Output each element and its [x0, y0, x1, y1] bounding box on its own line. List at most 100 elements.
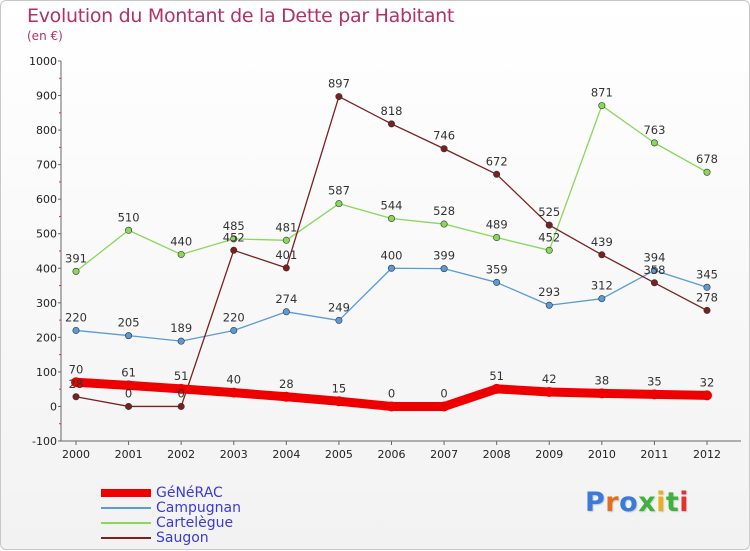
data-label: 489 — [486, 218, 508, 232]
data-label: 0 — [388, 386, 395, 400]
data-point — [545, 221, 553, 229]
data-label: 439 — [591, 235, 613, 249]
y-tick-label: 800 — [36, 124, 57, 137]
legend-swatch — [101, 536, 151, 539]
data-point — [702, 390, 712, 401]
data-labels: 70 61 51 40 28 15 0 0 51 42 38 35 32 220 205 189 220 274 2… — [65, 77, 718, 401]
logo-letter: i — [679, 487, 690, 518]
x-tick-label: 2005 — [325, 448, 353, 461]
data-label: 345 — [696, 267, 718, 281]
data-label: 452 — [538, 230, 560, 244]
data-label: 440 — [170, 234, 192, 248]
data-point — [650, 266, 658, 274]
data-point — [439, 401, 450, 412]
data-label: 587 — [328, 184, 350, 198]
x-tick-label: 2011 — [640, 448, 668, 461]
data-label: 399 — [433, 249, 455, 263]
legend-item: GéNéRAC — [101, 485, 241, 500]
data-point — [282, 264, 290, 272]
data-point — [123, 380, 134, 391]
data-point — [491, 383, 502, 394]
data-label: 485 — [223, 219, 245, 233]
data-point — [703, 306, 711, 314]
logo-letter: i — [656, 487, 666, 518]
data-label: 818 — [381, 104, 403, 118]
legend-label: GéNéRAC — [156, 484, 223, 501]
data-label: 358 — [643, 263, 665, 277]
data-label: 205 — [118, 316, 140, 330]
data-label: 274 — [275, 292, 297, 306]
data-label: 38 — [595, 373, 610, 387]
legend-label: Campugnan — [156, 499, 241, 516]
data-label: 28 — [69, 377, 84, 391]
data-point — [544, 386, 555, 397]
data-point — [335, 316, 343, 324]
y-tick-label: -100 — [32, 435, 57, 448]
data-point — [386, 401, 397, 412]
data-point — [230, 246, 238, 254]
data-label: 359 — [486, 262, 508, 276]
legend: GéNéRAC Campugnan Cartelègue Saugon — [101, 485, 241, 545]
data-point — [335, 200, 343, 208]
logo-letter: x — [638, 487, 657, 518]
data-point — [545, 301, 553, 309]
data-point — [650, 139, 658, 147]
logo-letter: r — [605, 487, 620, 518]
y-tick-label: 900 — [36, 90, 57, 103]
data-point — [440, 220, 448, 228]
x-tick-label: 2008 — [483, 448, 511, 461]
data-point — [333, 396, 344, 407]
data-point — [598, 295, 606, 303]
data-point — [650, 279, 658, 287]
logo-letter: o — [619, 487, 639, 518]
data-label: 400 — [381, 248, 403, 262]
data-point — [493, 170, 501, 178]
data-point — [649, 389, 660, 400]
data-label: 672 — [486, 154, 508, 168]
data-label: 15 — [332, 381, 347, 395]
logo-letter: P — [585, 487, 606, 518]
y-tick-label: 700 — [36, 159, 57, 172]
data-label: 763 — [643, 123, 665, 137]
x-tick-label: 2002 — [167, 448, 195, 461]
x-tick-label: 2004 — [272, 448, 300, 461]
data-point — [72, 326, 80, 334]
data-point — [440, 265, 448, 273]
data-label: 278 — [696, 290, 718, 304]
y-tick-label: 500 — [36, 228, 57, 241]
data-label: 0 — [125, 386, 132, 400]
data-point — [72, 267, 80, 275]
x-tick-label: 2010 — [588, 448, 616, 461]
data-label: 61 — [121, 365, 136, 379]
data-label: 35 — [647, 374, 662, 388]
chart-title: Evolution du Montant de la Dette par Hab… — [27, 5, 455, 27]
data-label: 51 — [489, 369, 504, 383]
data-label: 481 — [275, 220, 297, 234]
data-point — [282, 236, 290, 244]
legend-label: Cartelègue — [156, 514, 234, 531]
legend-swatch — [101, 521, 151, 524]
data-point — [177, 250, 185, 258]
data-label: 452 — [223, 230, 245, 244]
data-label: 42 — [542, 372, 557, 386]
chart-subtitle: (en €) — [27, 29, 63, 43]
y-tick-label: 600 — [36, 193, 57, 206]
x-tick-label: 2000 — [62, 448, 90, 461]
data-label: 528 — [433, 204, 455, 218]
logo-letter: t — [665, 487, 680, 518]
data-point — [228, 387, 239, 398]
data-label: 510 — [118, 210, 140, 224]
data-point — [125, 402, 133, 410]
data-label: 678 — [696, 152, 718, 166]
proxiti-logo: Proxiti — [585, 487, 689, 518]
x-tick-label: 2012 — [693, 448, 721, 461]
data-point — [230, 235, 238, 243]
x-tick-label: 2009 — [535, 448, 563, 461]
legend-item: Cartelègue — [101, 515, 241, 530]
data-point — [493, 234, 501, 242]
axes: -100010020030040050060070080090010002000… — [29, 55, 741, 461]
data-label: 220 — [65, 310, 87, 324]
data-label: 70 — [69, 362, 84, 376]
